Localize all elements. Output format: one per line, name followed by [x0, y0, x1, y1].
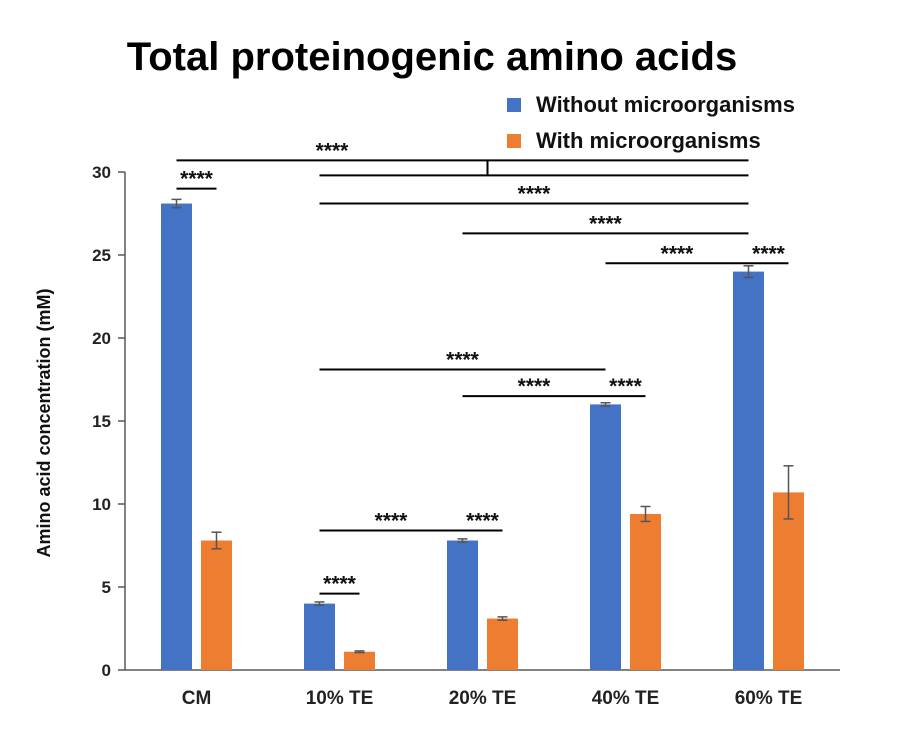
bar [487, 618, 518, 670]
x-tick-label: 20% TE [449, 688, 517, 709]
y-tick-label: 10 [92, 495, 111, 514]
y-tick-label: 30 [92, 163, 111, 182]
significance-label: **** [752, 242, 786, 265]
bar [344, 651, 375, 670]
significance-label: **** [323, 573, 357, 596]
x-tick-label: 60% TE [735, 688, 803, 709]
x-tick-label: 10% TE [306, 688, 374, 709]
chart-title: Total proteinogenic amino acids [127, 35, 737, 79]
significance-label: **** [589, 212, 623, 235]
bar [773, 492, 804, 670]
bar [733, 271, 764, 670]
y-tick-label: 5 [102, 578, 111, 597]
legend-swatch [507, 98, 521, 112]
significance-label: **** [609, 375, 643, 398]
bar [590, 404, 621, 670]
significance-brackets: **** **** **** **** **** **** **** **** **** ****… [176, 139, 789, 596]
y-tick-label: 20 [92, 329, 111, 348]
legend-label: With microorganisms [536, 128, 761, 153]
significance-label: **** [466, 510, 500, 533]
bar [201, 540, 232, 670]
y-tick-label: 0 [102, 661, 111, 680]
significance-label: **** [518, 183, 552, 206]
significance-label: **** [661, 242, 695, 265]
axes: 0 5 10 15 20 25 30 CM 10% TE 20% TE 40% TE 60% TE [92, 163, 840, 709]
y-axis-title: Amino acid concentration (mM) [34, 288, 54, 557]
significance-label: **** [180, 168, 214, 191]
bar [630, 513, 661, 670]
x-tick-label: 40% TE [592, 688, 660, 709]
bar [447, 540, 478, 670]
significance-label: **** [316, 139, 350, 162]
y-tick-label: 25 [92, 246, 111, 265]
significance-label: **** [375, 510, 409, 533]
bar [304, 603, 335, 670]
legend: Without microorganisms With microorganism… [507, 92, 795, 153]
significance-label: **** [446, 349, 480, 372]
y-tick-label: 15 [92, 412, 111, 431]
significance-label: **** [518, 375, 552, 398]
bars [161, 198, 804, 671]
legend-label: Without microorganisms [536, 92, 795, 117]
x-tick-label: CM [182, 688, 212, 709]
bar [161, 203, 192, 671]
legend-swatch [507, 134, 521, 148]
